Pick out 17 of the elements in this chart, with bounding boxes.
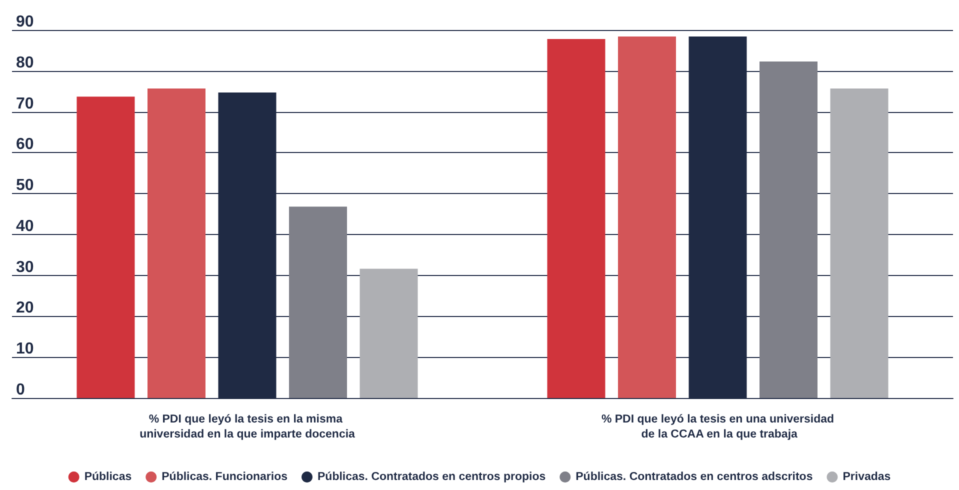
y-tick-label: 10 [16,340,34,358]
y-tick-label: 80 [16,54,34,72]
y-tick-label: 60 [16,136,34,154]
legend-label: Públicas [84,471,132,483]
y-tick-label: 40 [16,218,34,235]
y-tick-label: 30 [16,258,34,276]
y-tick-label: 0 [16,382,25,398]
y-tick-label: 50 [16,177,34,194]
legend-label: Públicas. Contratados en centros propios [318,471,546,483]
legend-label: Públicas. Contratados en centros adscritos [576,471,813,483]
legend-label: Privadas [842,471,891,483]
y-tick-label: 90 [16,14,34,30]
legend-label: Públicas. Funcionarios [162,471,288,483]
x-tick-label: % PDI que leyó la tesis en una universidad de la CCAA en la que trabaja [601,414,834,440]
y-tick-label: 70 [16,95,34,112]
x-tick-label: % PDI que leyó la tesis en la misma universidad en la que imparte docencia [140,414,356,440]
y-tick-label: 20 [16,300,34,317]
